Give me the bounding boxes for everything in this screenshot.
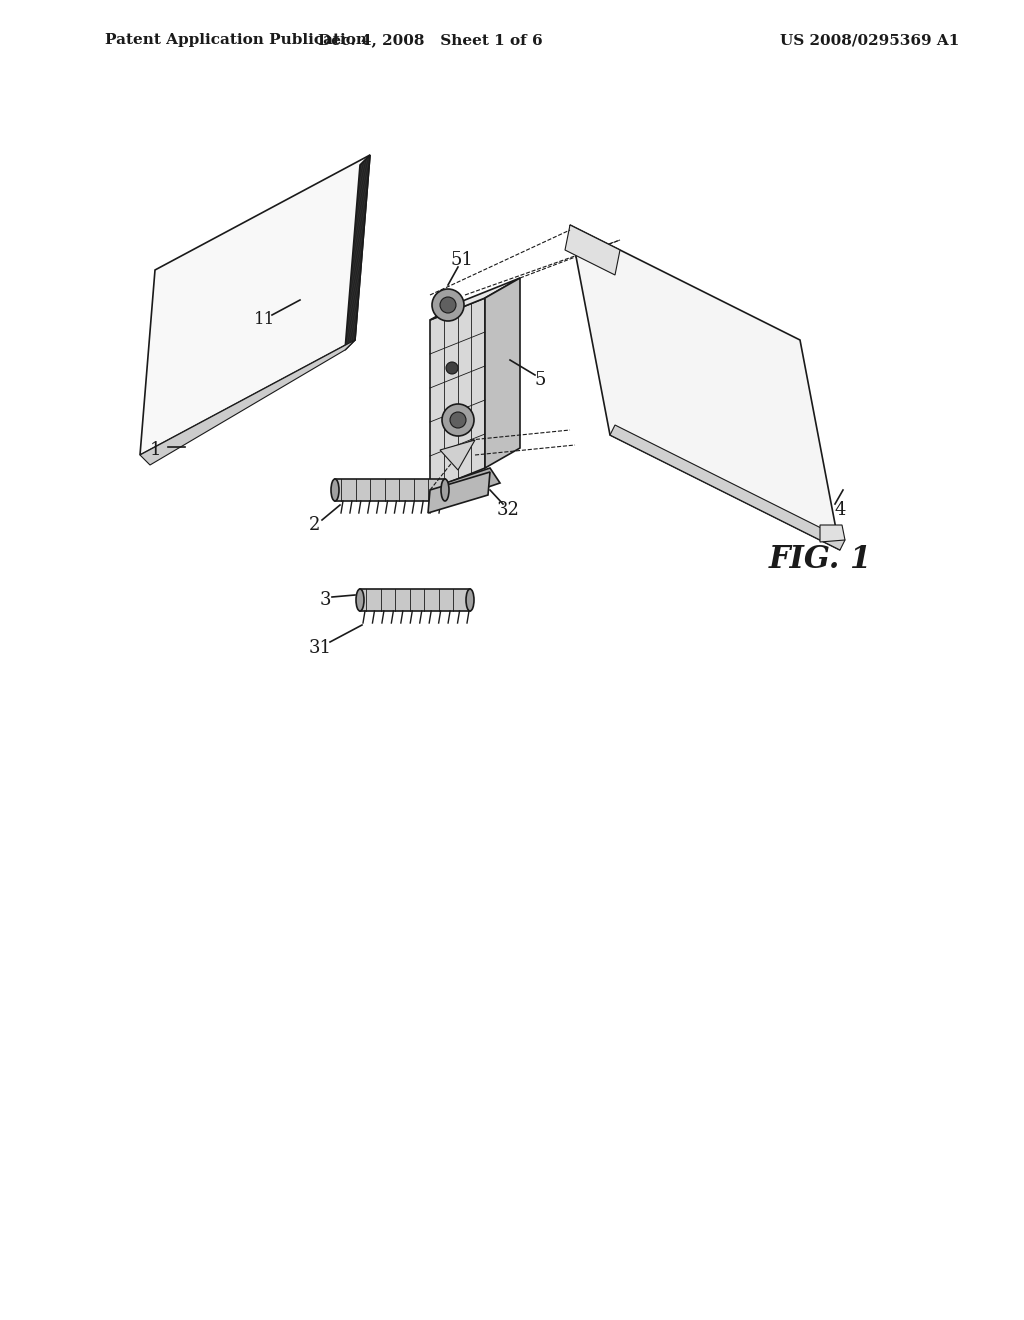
Circle shape xyxy=(432,289,464,321)
Ellipse shape xyxy=(356,589,364,611)
Text: Dec. 4, 2008   Sheet 1 of 6: Dec. 4, 2008 Sheet 1 of 6 xyxy=(317,33,543,48)
Polygon shape xyxy=(820,525,845,543)
Polygon shape xyxy=(140,341,355,465)
Polygon shape xyxy=(485,279,520,469)
Text: 2: 2 xyxy=(309,516,321,535)
Text: 31: 31 xyxy=(308,639,332,657)
Polygon shape xyxy=(570,224,840,550)
Text: Patent Application Publication: Patent Application Publication xyxy=(105,33,367,48)
Polygon shape xyxy=(360,589,470,611)
Ellipse shape xyxy=(441,479,449,502)
Text: 1: 1 xyxy=(150,441,161,459)
Circle shape xyxy=(442,404,474,436)
Ellipse shape xyxy=(331,479,339,502)
Text: US 2008/0295369 A1: US 2008/0295369 A1 xyxy=(780,33,959,48)
Ellipse shape xyxy=(466,589,474,611)
Text: 4: 4 xyxy=(835,502,846,519)
Circle shape xyxy=(450,412,466,428)
Polygon shape xyxy=(430,298,485,490)
Polygon shape xyxy=(610,425,845,550)
Polygon shape xyxy=(440,440,475,470)
Polygon shape xyxy=(428,473,490,513)
Text: 5: 5 xyxy=(535,371,546,389)
Polygon shape xyxy=(345,154,370,350)
Text: 32: 32 xyxy=(497,502,519,519)
Polygon shape xyxy=(565,224,620,275)
Polygon shape xyxy=(425,469,500,506)
Polygon shape xyxy=(430,279,520,319)
Circle shape xyxy=(440,297,456,313)
Text: 51: 51 xyxy=(451,251,473,269)
Text: 3: 3 xyxy=(319,591,331,609)
Circle shape xyxy=(446,362,458,374)
Polygon shape xyxy=(140,154,370,455)
Text: 11: 11 xyxy=(254,312,275,329)
Text: FIG. 1: FIG. 1 xyxy=(768,544,871,576)
Polygon shape xyxy=(335,479,445,502)
